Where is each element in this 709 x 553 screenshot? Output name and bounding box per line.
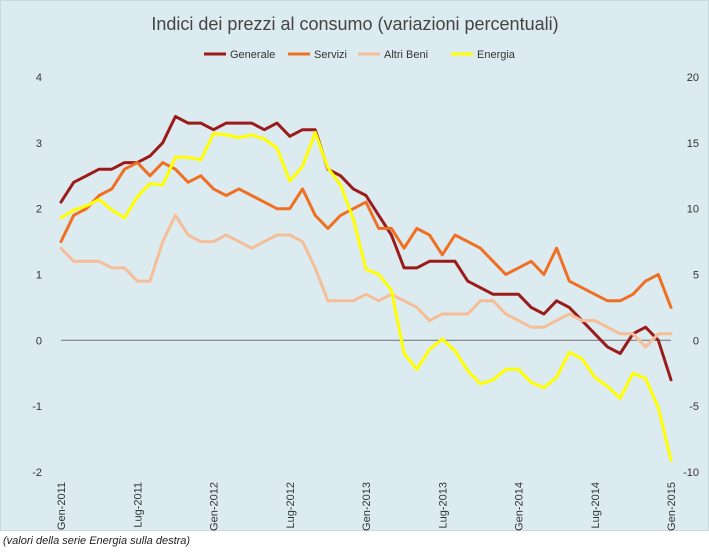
y-right-tick-label: -10 [683,467,699,479]
x-tick-label: Lug-2011 [132,482,144,528]
x-tick-label: Lug-2013 [437,482,449,529]
y-left-tick-label: 3 [36,138,42,150]
series-line-altri-beni [59,213,673,349]
y-left-tick-label: -1 [32,401,42,413]
chart-title: Indici dei prezzi al consumo (variazioni… [151,14,558,34]
y-right-tick-label: -5 [689,401,699,413]
y-left-tick-label: 4 [36,72,42,84]
legend-label: Altri Beni [384,49,428,61]
y-right-tick-label: 5 [693,270,699,282]
series-line-servizi [59,161,673,309]
y-right-tick-label: 10 [687,204,699,216]
y-right-tick-label: 15 [687,138,699,150]
legend-label: Servizi [314,49,347,61]
legend: Generale Servizi Altri Beni Energia [204,49,516,61]
y-right-tick-label: 0 [693,335,699,347]
x-tick-label: Gen-2011 [56,482,68,530]
x-tick-label: Lug-2012 [285,482,297,529]
x-tick-label: Gen-2014 [514,482,526,531]
chart-area: Indici dei prezzi al consumo (variazioni… [0,0,709,531]
y-axis-left: 4 3 2 1 0 -1 -2 [32,72,42,479]
x-tick-label: Gen-2013 [361,482,373,531]
x-tick-label: Lug-2014 [590,482,602,529]
line-chart: Indici dei prezzi al consumo (variazioni… [32,14,699,531]
series-line-generale [59,115,673,382]
x-tick-label: Gen-2015 [666,482,678,531]
x-axis: Gen-2011 Lug-2011 Gen-2012 Lug-2012 Gen-2013… [56,482,678,531]
y-axis-right: 20 15 10 5 0 -5 -10 [683,72,699,479]
series-line-energia [59,130,673,462]
footnote: (valori della serie Energia sulla destra… [3,535,191,547]
y-right-tick-label: 20 [687,72,699,84]
y-left-tick-label: 0 [36,335,42,347]
y-left-tick-label: -2 [32,467,42,479]
legend-label: Energia [477,49,516,61]
y-left-tick-label: 1 [36,270,42,282]
y-left-tick-label: 2 [36,204,42,216]
legend-label: Generale [230,49,275,61]
series-group [59,115,673,462]
x-tick-label: Gen-2012 [209,482,221,531]
